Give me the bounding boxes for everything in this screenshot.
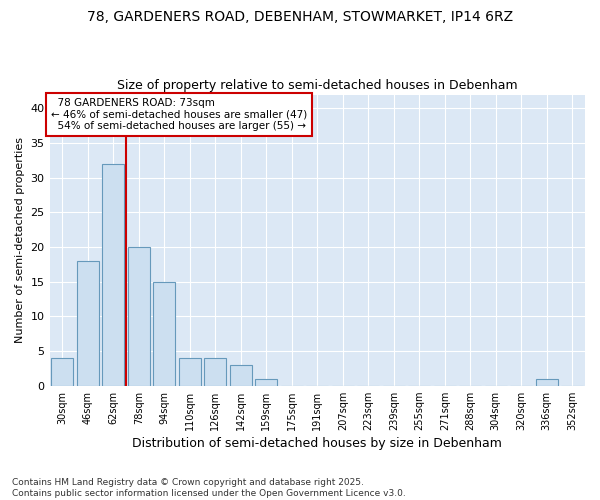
X-axis label: Distribution of semi-detached houses by size in Debenham: Distribution of semi-detached houses by … [133, 437, 502, 450]
Bar [205, 358, 226, 386]
Bar [536, 379, 557, 386]
Text: 78, GARDENERS ROAD, DEBENHAM, STOWMARKET, IP14 6RZ: 78, GARDENERS ROAD, DEBENHAM, STOWMARKET… [87, 10, 513, 24]
Y-axis label: Number of semi-detached properties: Number of semi-detached properties [15, 137, 25, 343]
Bar [154, 282, 175, 386]
Text: 78 GARDENERS ROAD: 73sqm
← 46% of semi-detached houses are smaller (47)
  54% of: 78 GARDENERS ROAD: 73sqm ← 46% of semi-d… [51, 98, 307, 131]
Text: Contains HM Land Registry data © Crown copyright and database right 2025.
Contai: Contains HM Land Registry data © Crown c… [12, 478, 406, 498]
Title: Size of property relative to semi-detached houses in Debenham: Size of property relative to semi-detach… [117, 79, 518, 92]
Bar [128, 247, 149, 386]
Bar [52, 358, 73, 386]
Bar [179, 358, 200, 386]
Bar [256, 379, 277, 386]
Bar [77, 261, 98, 386]
Bar [103, 164, 124, 386]
Bar [230, 365, 251, 386]
